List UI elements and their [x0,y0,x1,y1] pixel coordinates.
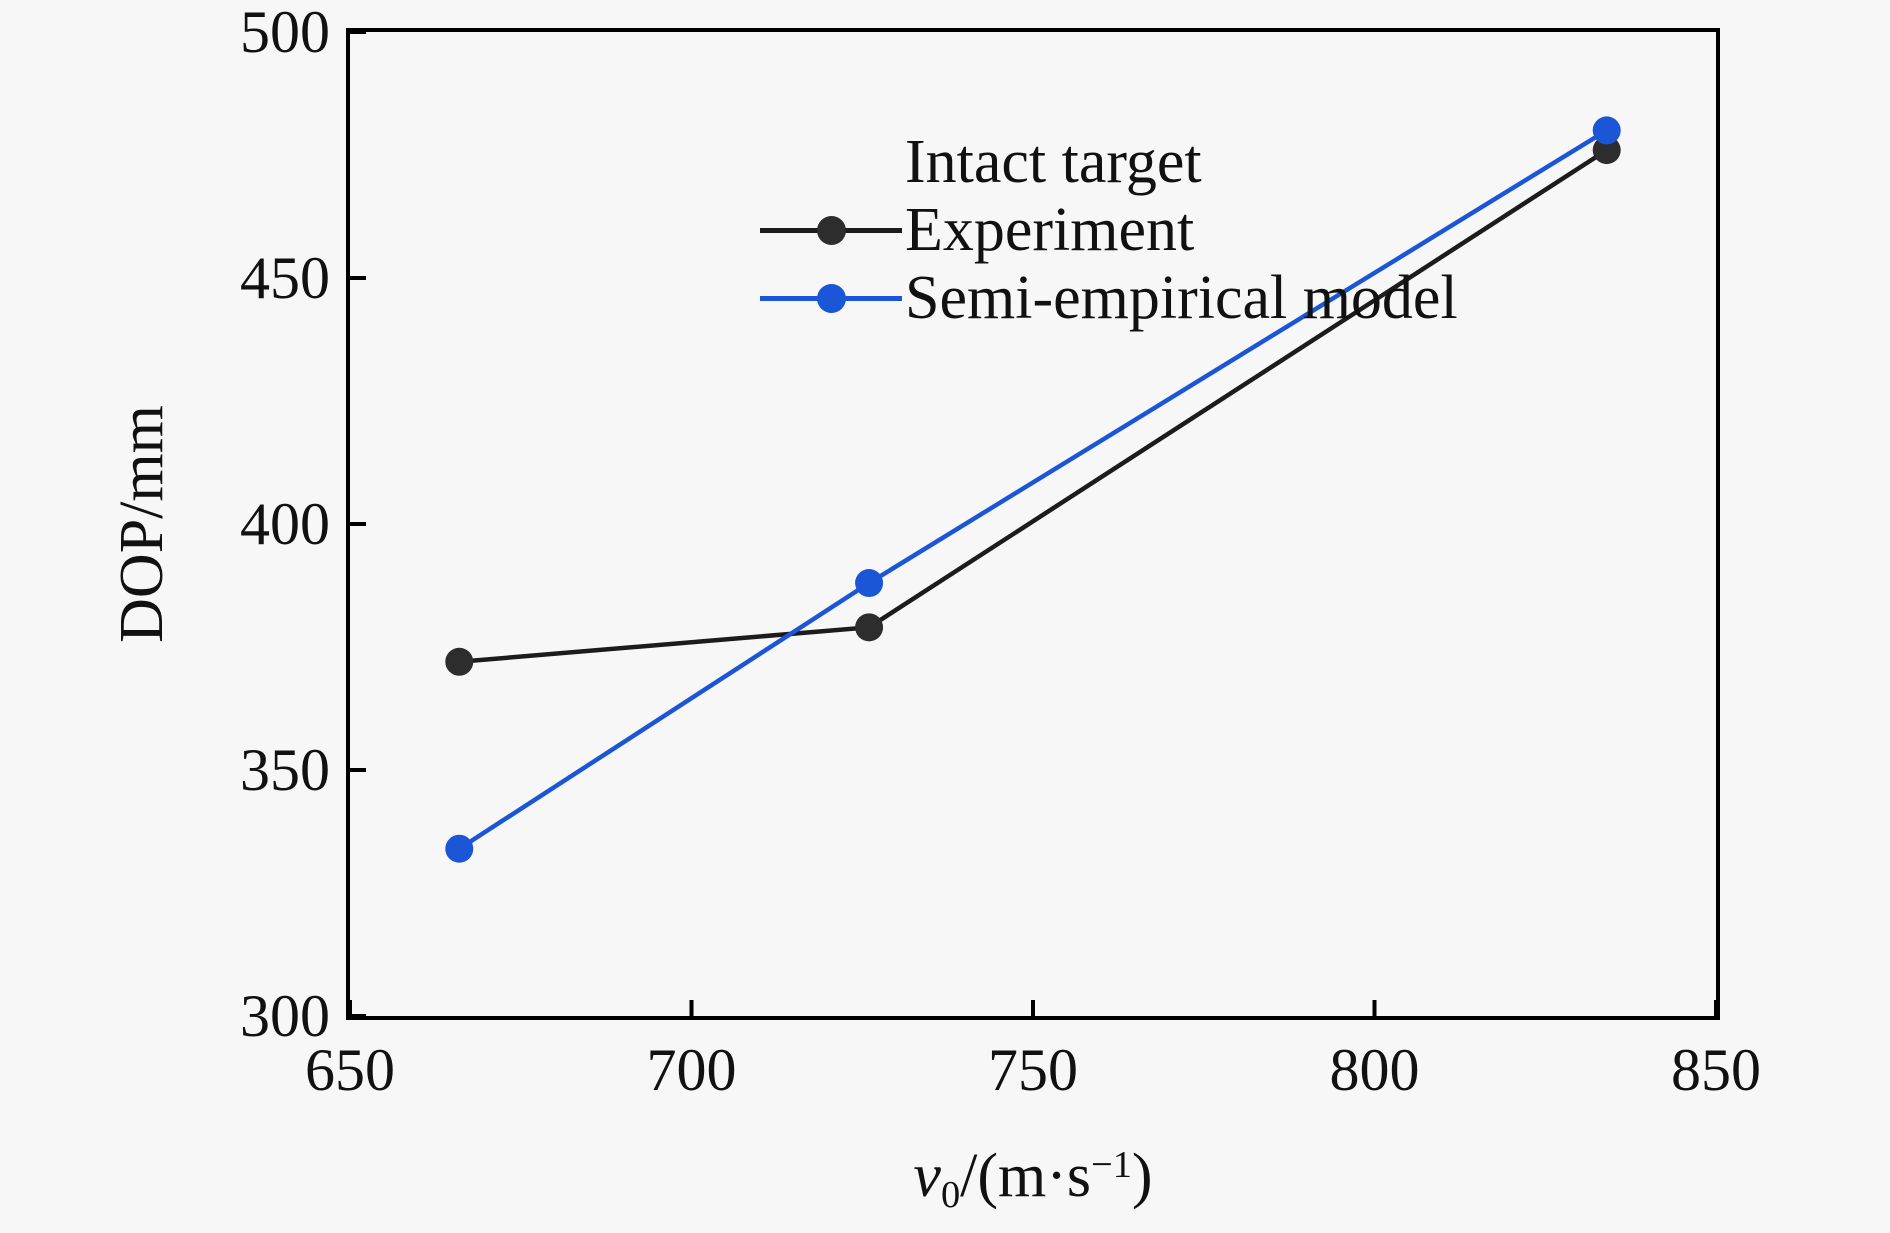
legend-entry-label: Experiment [905,195,1195,264]
legend-marker-icon [760,196,902,264]
data-point-model [855,569,884,598]
x-tick-label: 650 [305,1037,395,1103]
legend: Intact target Experiment Semi-empirical … [760,128,1458,332]
x-tick-label: 800 [1329,1037,1420,1103]
legend-entry: Experiment [760,196,1458,264]
data-point-model [1592,116,1621,145]
x-tick-label: 850 [1671,1037,1761,1103]
plot-frame: Intact target Experiment Semi-empirical … [346,28,1720,1020]
x-axis-var: v [913,1142,941,1211]
x-axis-sup: −1 [1091,1144,1132,1186]
x-axis-sub: 0 [940,1173,961,1216]
plot-series-svg [350,32,1716,1016]
x-tick-label: 700 [646,1037,737,1103]
data-point-experiment [1592,136,1621,165]
legend-marker-icon [760,264,902,332]
legend-title: Intact target [905,127,1202,196]
x-axis-title: v0/(m·s−1) [346,1128,1720,1232]
legend-entry-label: Semi-empirical model [905,263,1458,332]
data-point-model [445,834,474,863]
y-axis-title-text: DOP/mm [108,405,176,643]
y-tick-label: 450 [240,245,330,311]
x-axis-close: ) [1131,1142,1153,1211]
y-tick-label: 400 [240,491,330,557]
legend-rows: Experiment Semi-empirical model [760,196,1458,332]
y-tick-label: 300 [240,983,330,1049]
data-point-experiment [855,613,884,642]
y-tick-label: 500 [240,0,330,65]
y-tick-label: 350 [240,737,330,803]
data-point-experiment [445,647,474,676]
legend-entry: Semi-empirical model [760,264,1458,332]
x-tick-label: 750 [988,1037,1078,1103]
x-axis-mid: /(m·s [960,1142,1092,1211]
y-axis-title: DOP/mm [108,405,176,643]
